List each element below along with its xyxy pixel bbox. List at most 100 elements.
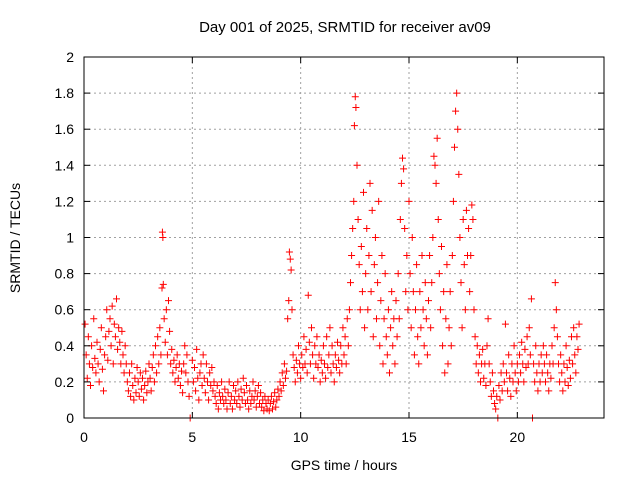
data-point (115, 324, 123, 332)
data-point (483, 342, 491, 350)
data-point (148, 363, 156, 371)
data-point (91, 354, 99, 362)
data-point (297, 374, 305, 382)
y-tick-label: 0 (66, 410, 74, 426)
data-point (247, 400, 255, 408)
data-point (468, 201, 476, 209)
data-point (364, 306, 372, 314)
data-point (350, 197, 358, 205)
data-point (360, 188, 367, 196)
data-point (90, 315, 98, 323)
data-point (570, 324, 578, 332)
data-point (163, 351, 171, 359)
data-point (428, 279, 436, 287)
data-point (542, 378, 549, 386)
data-point (362, 270, 370, 278)
data-point (416, 288, 424, 296)
data-point (102, 333, 110, 341)
data-point (228, 405, 236, 413)
data-point (135, 392, 143, 400)
y-tick-label: 2 (66, 49, 74, 65)
data-point (435, 270, 443, 278)
data-point (131, 374, 139, 382)
data-point (126, 369, 133, 377)
y-tick-label: 0.2 (55, 374, 75, 390)
data-point (492, 405, 500, 413)
data-point (272, 403, 280, 411)
data-point (160, 315, 168, 323)
data-point (447, 342, 455, 350)
data-point (173, 351, 181, 359)
data-point (405, 197, 413, 205)
data-point (440, 288, 448, 296)
data-point (493, 392, 501, 400)
data-point (518, 338, 526, 346)
data-point (201, 389, 209, 397)
data-point (329, 360, 337, 368)
data-point (442, 315, 450, 323)
data-point (215, 389, 223, 397)
data-point (101, 351, 109, 359)
data-point (237, 385, 245, 393)
data-point (342, 360, 350, 368)
data-point (98, 365, 106, 373)
data-point (97, 324, 105, 332)
data-point (532, 342, 540, 350)
data-point (406, 270, 414, 278)
data-point (105, 327, 113, 335)
data-point (199, 351, 207, 359)
data-point (286, 255, 294, 263)
data-point (236, 403, 244, 411)
data-point (209, 387, 217, 395)
data-point (224, 389, 232, 397)
data-point (449, 197, 457, 205)
data-point (136, 369, 144, 377)
data-point (119, 351, 127, 359)
data-point (219, 392, 227, 400)
data-point (412, 306, 419, 314)
data-point (358, 288, 366, 296)
data-point (429, 234, 437, 241)
data-point (491, 400, 499, 408)
data-point (565, 356, 573, 364)
data-point (559, 387, 567, 395)
data-point (172, 363, 180, 371)
data-point (349, 224, 357, 232)
y-tick-label: 1.8 (55, 85, 75, 101)
data-point (279, 382, 287, 390)
data-point (251, 387, 259, 395)
data-point (280, 360, 288, 368)
data-point (419, 306, 427, 314)
data-point (327, 369, 335, 377)
data-point (183, 351, 191, 359)
data-point (482, 382, 490, 390)
data-point (458, 324, 466, 332)
data-point (436, 306, 444, 314)
data-point (179, 389, 187, 397)
data-point (150, 378, 158, 386)
data-point (134, 378, 142, 386)
data-point (85, 360, 93, 368)
data-point (231, 396, 239, 404)
data-point (422, 315, 430, 323)
data-point (459, 215, 467, 223)
data-point (261, 392, 269, 400)
data-point (176, 382, 184, 390)
data-point (421, 279, 429, 287)
data-point (193, 345, 201, 353)
x-tick-label: 0 (80, 429, 88, 445)
data-point (289, 351, 297, 359)
data-point (477, 378, 484, 386)
data-point (353, 161, 361, 169)
data-point (558, 369, 566, 377)
data-point (550, 324, 558, 332)
data-point (200, 374, 208, 382)
data-point (212, 400, 220, 408)
data-point (409, 288, 417, 296)
data-point (373, 315, 380, 323)
data-point (196, 369, 204, 377)
data-point (454, 125, 462, 133)
data-point (575, 320, 583, 328)
data-point (461, 306, 469, 314)
data-point (368, 206, 376, 214)
